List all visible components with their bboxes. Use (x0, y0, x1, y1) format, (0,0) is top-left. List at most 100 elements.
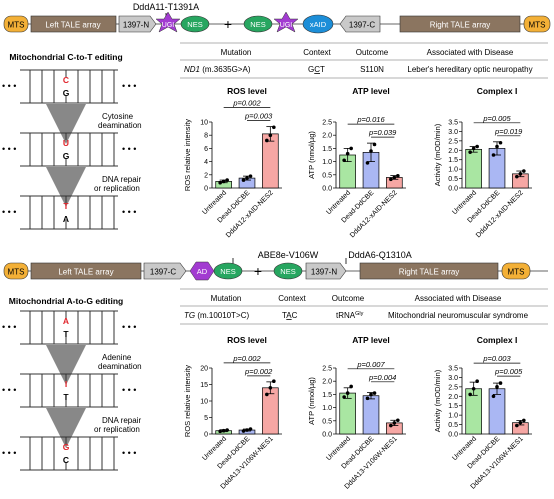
nes-block (180, 15, 210, 33)
mts-block-right (501, 262, 531, 280)
ugi-star-2 (273, 11, 299, 33)
complex1-chart-top: Complex I Activity (mOD/min) 0.0 0.5 1.0 1.5 2… (433, 86, 532, 239)
bottom-panel-title: Mitochondrial A-to-G editing (9, 296, 123, 306)
svg-text:• • •: • • • (2, 448, 16, 458)
base-u: U (63, 138, 69, 148)
data-point (491, 394, 496, 399)
data-point (221, 428, 226, 433)
svg-text:• • •: • • • (2, 385, 16, 395)
data-point (221, 179, 226, 184)
data-point (518, 420, 523, 425)
table-header: Associated with Disease (415, 294, 502, 303)
right-tale-block (359, 262, 499, 280)
dna-ladder-top-1: • • • • • • C G (2, 69, 136, 104)
svg-text:• • •: • • • (122, 448, 136, 458)
mutation-cell: ND1 (m.3635G>A) (184, 65, 251, 74)
y-axis-label: ROS relative intensity (183, 119, 192, 191)
bar (362, 395, 380, 435)
p-value-label: p=0.002 (232, 99, 261, 108)
data-point (349, 384, 353, 389)
chart-title: ROS level (227, 335, 267, 345)
context-cell: TAC (282, 311, 298, 320)
nes-label: NES (220, 267, 235, 276)
y-tick-label: 2.5 (322, 366, 332, 373)
data-point (495, 144, 499, 149)
split-n-block (305, 262, 347, 280)
nes-block-2 (273, 262, 303, 280)
svg-text:• • •: • • • (2, 144, 16, 154)
data-point (396, 174, 400, 178)
table-header: Mutation (221, 48, 252, 57)
y-axis-label: ATP (nmol/µg) (307, 131, 316, 179)
context-cell: GCT (308, 65, 325, 74)
chart-title: Complex I (477, 86, 518, 96)
split-n-label: 1397-N (123, 21, 149, 30)
data-point (245, 176, 249, 180)
data-point (225, 178, 229, 182)
right-tale-block (399, 15, 521, 33)
table-header: Associated with Disease (427, 48, 514, 57)
dna-ladder-top-2: • • • • • • U G (2, 132, 136, 167)
y-tick-label: 2.5 (448, 384, 458, 391)
ad-label: AD (197, 267, 208, 276)
split-c-label: 1397-C (150, 268, 176, 277)
data-point (265, 138, 269, 143)
y-tick-label: 15 (200, 382, 208, 389)
y-tick-label: 1.0 (322, 405, 332, 412)
mutation-cell: TG (m.10010T>C) (184, 311, 249, 320)
y-tick-label: 0.5 (322, 418, 332, 425)
data-point (396, 418, 400, 423)
top-variant-label: DddA11-T1391A (133, 2, 199, 12)
svg-text:• • •: • • • (2, 207, 16, 217)
y-tick-label: 3.5 (448, 366, 458, 373)
data-point (372, 142, 377, 147)
nes-label: NES (187, 20, 202, 29)
svg-text:• • •: • • • (122, 81, 136, 91)
data-point (265, 392, 269, 397)
xaid-block (302, 14, 334, 34)
p-value-label: p=0.016 (356, 115, 385, 124)
svg-text:• • •: • • • (2, 322, 16, 332)
bar (262, 133, 279, 189)
bottom-variant-label-2: DddA6-Q1310A (348, 250, 412, 260)
table-header: Context (303, 48, 331, 57)
mts-label-right: MTS (508, 268, 525, 277)
y-tick-label: 2.0 (448, 148, 458, 155)
category-label: DddA12-xAID-NES2 (225, 189, 275, 239)
data-point (272, 379, 276, 384)
data-point (365, 396, 370, 401)
mts-block-right (523, 15, 551, 33)
y-tick-label: 1.0 (322, 159, 332, 166)
disease-cell: Leber's hereditary optic neuropathy (407, 65, 532, 74)
ugi-star (155, 11, 181, 33)
data-point (475, 144, 479, 149)
bar (339, 392, 356, 435)
left-tale-label: Left TALE array (45, 21, 100, 30)
data-point (369, 149, 373, 153)
p-value-label: p=0.019 (494, 127, 523, 136)
y-tick-label: 0.0 (448, 186, 458, 193)
data-point (389, 423, 393, 428)
step-label: deamination (98, 121, 142, 130)
data-point (522, 169, 526, 173)
top-construct: DddA11-T1391A MTS Left TALE array 1397-N… (3, 2, 551, 34)
data-point (468, 150, 472, 154)
data-point (471, 386, 476, 391)
top-mutation-table: Mutation Context Outcome Associated with… (180, 42, 548, 79)
base-t: T (63, 329, 69, 339)
p-value-label: p=0.002 (244, 367, 273, 376)
data-point (268, 386, 273, 390)
data-point (491, 153, 496, 157)
y-tick-label: 3.0 (448, 375, 458, 382)
data-point (518, 172, 523, 176)
mts-label: MTS (8, 21, 25, 30)
chart-title: ROS level (227, 86, 267, 96)
left-tale-label: Left TALE array (58, 268, 113, 277)
data-point (245, 428, 249, 432)
bottom-variant-label-1: ABE8e-V106W (258, 250, 319, 260)
y-tick-label: 20 (200, 366, 208, 373)
data-point (392, 421, 397, 425)
y-axis-label: Activity (mOD/min) (433, 369, 442, 432)
p-value-label: p=0.005 (494, 367, 523, 376)
y-tick-label: 0.0 (322, 186, 332, 193)
